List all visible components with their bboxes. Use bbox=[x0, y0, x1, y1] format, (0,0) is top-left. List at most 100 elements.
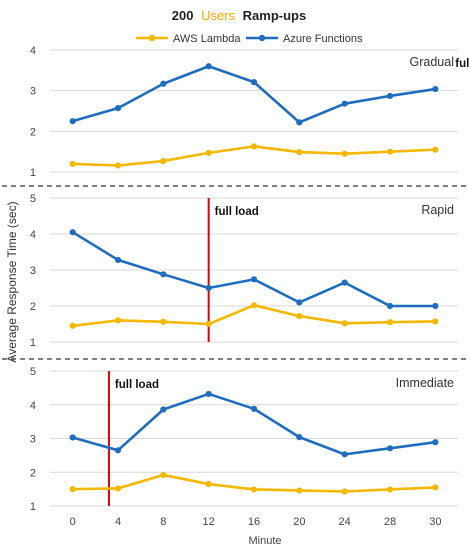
data-point-azure-functions bbox=[386, 302, 394, 310]
data-point-aws-lambda bbox=[250, 302, 258, 309]
data-point-aws-lambda bbox=[341, 488, 348, 495]
data-point-azure-functions bbox=[160, 406, 167, 413]
data-point-aws-lambda bbox=[296, 312, 303, 320]
data-point-azure-functions bbox=[69, 229, 76, 236]
data-point-aws-lambda bbox=[432, 484, 439, 491]
data-point-azure-functions bbox=[160, 271, 167, 278]
data-point-aws-lambda bbox=[114, 485, 122, 492]
data-point-aws-lambda bbox=[250, 143, 258, 150]
data-point-azure-functions bbox=[205, 284, 212, 292]
x-tick-label: 20 bbox=[293, 516, 305, 528]
data-point-aws-lambda bbox=[69, 486, 76, 493]
data-point-azure-functions bbox=[114, 256, 122, 264]
y-tick-label: 5 bbox=[30, 366, 36, 378]
series-line-azure-functions bbox=[71, 231, 436, 308]
data-point-aws-lambda bbox=[114, 162, 122, 169]
data-point-aws-lambda bbox=[69, 160, 76, 167]
data-point-aws-lambda bbox=[160, 471, 167, 479]
data-point-azure-functions bbox=[250, 405, 258, 412]
y-tick-label: 5 bbox=[30, 193, 36, 205]
data-point-azure-functions bbox=[296, 299, 303, 306]
plots-layer: 1234Gradualfull load12345Rapidfull load1… bbox=[30, 45, 470, 528]
data-point-aws-lambda bbox=[296, 487, 303, 494]
data-point-azure-functions bbox=[250, 276, 258, 283]
panel-rapid: 1 2 3 4 5 Rapid full load bbox=[30, 193, 458, 349]
x-tick-label: 30 bbox=[429, 516, 441, 528]
panel-title: Gradual bbox=[410, 55, 454, 69]
data-point-aws-lambda bbox=[69, 322, 76, 329]
y-tick-label: 1 bbox=[30, 501, 36, 513]
y-axis-label: Average Response Time (sec) bbox=[5, 201, 19, 362]
x-axis-label: Minute bbox=[248, 535, 281, 547]
data-point-azure-functions bbox=[69, 434, 76, 441]
y-tick-label: 2 bbox=[30, 301, 36, 313]
x-tick-label: 8 bbox=[160, 516, 166, 528]
x-tick-label: 16 bbox=[248, 516, 260, 528]
data-point-azure-functions bbox=[432, 439, 439, 446]
chart-title: 200 Users Ramp-ups bbox=[172, 8, 306, 23]
data-point-aws-lambda bbox=[205, 149, 212, 156]
data-point-aws-lambda bbox=[386, 148, 394, 155]
full-load-label: full load bbox=[455, 58, 470, 70]
data-point-aws-lambda bbox=[160, 318, 167, 325]
data-point-aws-lambda bbox=[341, 320, 348, 327]
data-point-aws-lambda bbox=[432, 318, 439, 325]
panel-immediate: 1 2 3 4 5 Immediate full load bbox=[30, 366, 458, 513]
data-point-aws-lambda bbox=[432, 146, 439, 153]
data-point-aws-lambda bbox=[114, 317, 122, 324]
y-tick-label: 1 bbox=[30, 337, 36, 349]
data-point-aws-lambda bbox=[250, 486, 258, 493]
panel-gradual: 1 2 3 4 Gradualfull load bbox=[30, 45, 470, 179]
series-line-azure-functions bbox=[72, 64, 436, 124]
panel-title: Immediate bbox=[396, 376, 454, 390]
series-line-azure-functions bbox=[72, 392, 436, 456]
title-highlight: Users bbox=[201, 8, 235, 23]
data-point-aws-lambda bbox=[341, 150, 348, 157]
y-tick-label: 4 bbox=[30, 229, 36, 241]
y-tick-label: 1 bbox=[30, 167, 36, 179]
data-point-aws-lambda bbox=[205, 480, 212, 488]
legend-azure-marker bbox=[258, 34, 266, 42]
data-point-azure-functions bbox=[205, 390, 212, 398]
data-point-azure-functions bbox=[69, 118, 76, 125]
data-point-azure-functions bbox=[432, 302, 439, 310]
title-suffix: Ramp-ups bbox=[243, 8, 307, 23]
y-tick-label: 3 bbox=[30, 434, 36, 446]
legend-aws-marker bbox=[148, 34, 156, 42]
x-tick-label: 0 bbox=[70, 516, 76, 528]
data-point-azure-functions bbox=[114, 447, 122, 454]
full-load-label: full load bbox=[215, 206, 259, 218]
legend-aws-label: AWS Lambda bbox=[173, 33, 241, 45]
y-tick-label: 3 bbox=[30, 86, 36, 98]
legend: AWS Lambda Azure Functions bbox=[136, 33, 363, 45]
data-point-aws-lambda bbox=[386, 486, 394, 493]
y-tick-label: 4 bbox=[30, 45, 36, 57]
x-tick-label: 12 bbox=[203, 516, 215, 528]
data-point-azure-functions bbox=[386, 92, 394, 100]
title-prefix: 200 bbox=[172, 8, 194, 23]
x-tick-label: 28 bbox=[384, 516, 396, 528]
data-point-azure-functions bbox=[341, 279, 348, 286]
data-point-aws-lambda bbox=[160, 157, 167, 165]
data-point-azure-functions bbox=[205, 63, 212, 70]
data-point-azure-functions bbox=[114, 105, 122, 112]
data-point-azure-functions bbox=[296, 119, 303, 126]
y-tick-label: 2 bbox=[30, 467, 36, 479]
x-tick-label: 4 bbox=[115, 516, 121, 528]
data-point-azure-functions bbox=[250, 79, 258, 86]
data-point-azure-functions bbox=[341, 451, 348, 458]
data-point-azure-functions bbox=[386, 445, 394, 452]
full-load-label: full load bbox=[115, 379, 159, 391]
data-point-aws-lambda bbox=[205, 320, 212, 328]
data-point-azure-functions bbox=[296, 434, 303, 441]
y-tick-label: 2 bbox=[30, 126, 36, 138]
x-tick-label: 24 bbox=[339, 516, 351, 528]
data-point-aws-lambda bbox=[386, 319, 394, 326]
panel-title: Rapid bbox=[421, 203, 454, 217]
legend-azure-label: Azure Functions bbox=[283, 33, 363, 45]
y-tick-label: 4 bbox=[30, 400, 36, 412]
data-point-azure-functions bbox=[432, 85, 439, 93]
data-point-azure-functions bbox=[160, 80, 167, 87]
